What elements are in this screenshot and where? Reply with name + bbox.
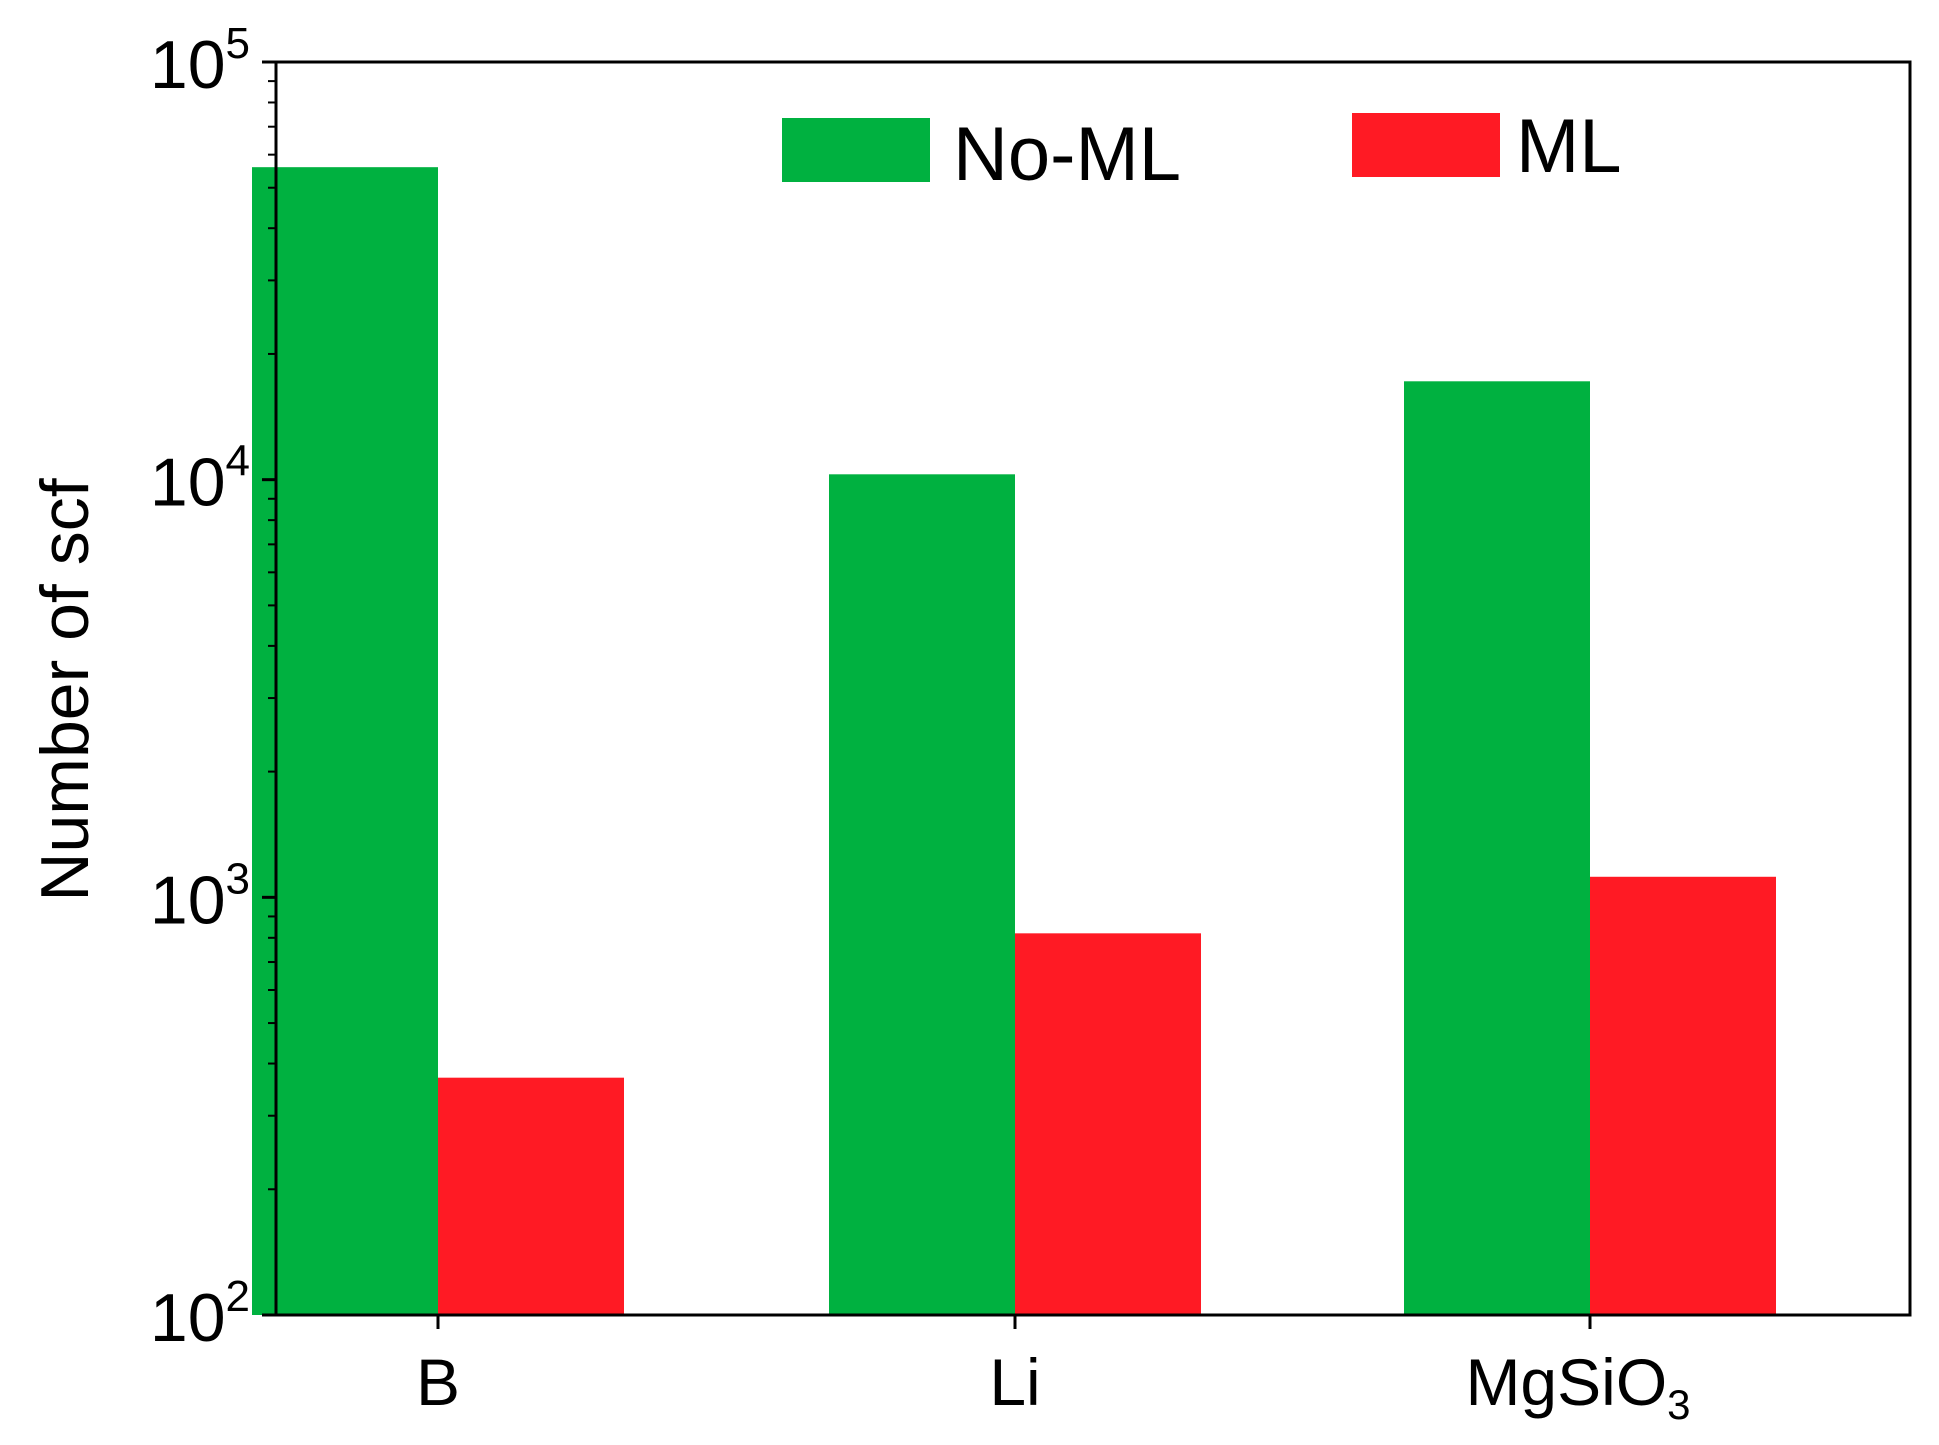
legend-swatch-ml [1352, 113, 1500, 177]
legend-label-no-ml: No-ML [953, 112, 1181, 197]
legend: No-ML ML [782, 104, 1622, 197]
bar-ml-li [1015, 933, 1201, 1315]
legend-label-ml: ML [1516, 104, 1622, 189]
bar-no-ml-li [829, 474, 1015, 1315]
y-tick-label: 104 [150, 437, 250, 521]
y-tick-label: 105 [150, 19, 250, 103]
legend-swatch-no-ml [782, 118, 930, 182]
x-tick-label-mgsio: MgSiO3 [1465, 1345, 1690, 1428]
y-axis-label: Number of scf [27, 478, 103, 901]
bar-no-ml-mgsio [1404, 381, 1590, 1315]
axis-ticks-layer: 102 103 104 105 B Li MgSiO3 [150, 19, 1691, 1428]
bar-ml-mgsio [1590, 876, 1776, 1315]
bar-ml-b [438, 1077, 624, 1315]
plot-area-frame [274, 60, 1912, 1317]
bars-layer [252, 167, 1776, 1315]
y-tick-label: 102 [150, 1272, 250, 1356]
y-tick-label: 103 [150, 854, 250, 938]
x-tick-label-b: B [416, 1345, 460, 1419]
x-tick-label-li: Li [989, 1345, 1040, 1419]
bar-no-ml-b [252, 167, 438, 1315]
